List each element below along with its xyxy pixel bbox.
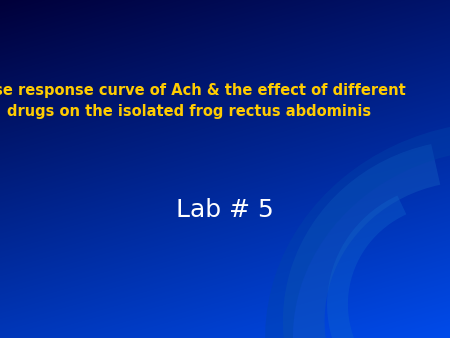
Text: Dose response curve of Ach & the effect of different
drugs on the isolated frog : Dose response curve of Ach & the effect …: [0, 83, 406, 119]
Text: Lab # 5: Lab # 5: [176, 197, 274, 222]
